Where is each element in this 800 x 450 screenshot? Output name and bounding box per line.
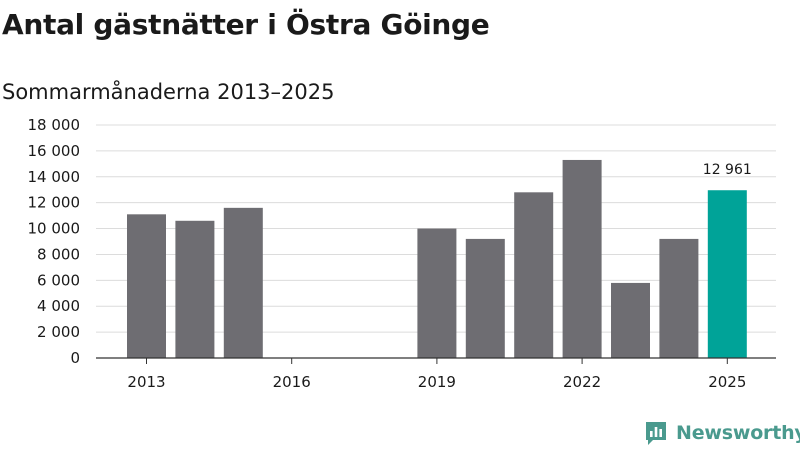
x-tick-label: 2022 bbox=[563, 373, 601, 391]
data-label: 12 961 bbox=[703, 162, 752, 178]
chart-title: Antal gästnätter i Östra Göinge bbox=[2, 8, 490, 41]
bar bbox=[465, 238, 505, 358]
chart-subtitle: Sommarmånaderna 2013–2025 bbox=[2, 80, 335, 104]
bar bbox=[417, 228, 457, 358]
y-tick-label: 8 000 bbox=[37, 245, 80, 263]
y-tick-label: 2 000 bbox=[37, 323, 80, 341]
x-tick-label: 2013 bbox=[127, 373, 165, 391]
y-tick-label: 12 000 bbox=[28, 194, 81, 212]
bar bbox=[562, 159, 602, 358]
newsworthy-logo: Newsworthy bbox=[644, 420, 800, 446]
y-tick-label: 14 000 bbox=[28, 168, 81, 186]
bar bbox=[127, 214, 166, 358]
y-tick-label: 4 000 bbox=[37, 297, 80, 315]
bar bbox=[175, 220, 215, 358]
bar bbox=[514, 192, 554, 358]
newsworthy-logo-icon bbox=[646, 422, 666, 445]
y-tick-label: 16 000 bbox=[28, 142, 81, 160]
x-tick-label: 2016 bbox=[273, 373, 311, 391]
bar bbox=[611, 282, 650, 358]
bar bbox=[659, 238, 699, 358]
brand-name: Newsworthy bbox=[676, 422, 800, 444]
y-tick-label: 18 000 bbox=[28, 116, 81, 134]
y-tick-label: 6 000 bbox=[37, 271, 80, 289]
y-tick-label: 10 000 bbox=[28, 220, 81, 238]
bar bbox=[223, 207, 263, 358]
x-tick-label: 2025 bbox=[708, 373, 746, 391]
x-tick-label: 2019 bbox=[418, 373, 456, 391]
bar-highlight bbox=[707, 190, 747, 358]
y-tick-label: 0 bbox=[70, 349, 80, 367]
